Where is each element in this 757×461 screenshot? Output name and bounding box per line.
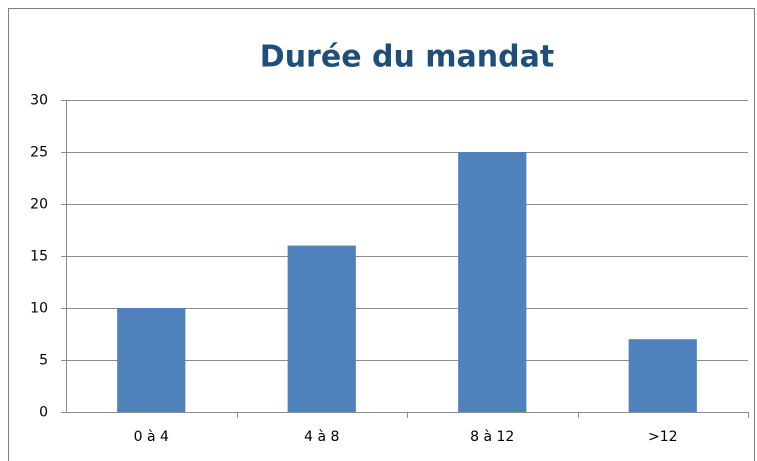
y-tick-label: 10 (30, 301, 48, 317)
y-tick-label: 5 (39, 353, 48, 369)
y-tick-label: 0 (39, 405, 48, 421)
y-tick-label: 25 (30, 145, 48, 161)
bar (628, 339, 697, 412)
x-tick-label: 4 à 8 (304, 429, 339, 445)
y-tick-label: 20 (30, 197, 48, 213)
x-tick-label: 0 à 4 (134, 429, 169, 445)
x-tick-label: >12 (648, 429, 678, 445)
y-tick-label: 15 (30, 249, 48, 265)
bar (117, 308, 186, 412)
bar (287, 245, 356, 412)
y-tick-label: 30 (30, 93, 48, 109)
chart-title: Durée du mandat (260, 40, 554, 75)
bar (458, 152, 527, 412)
x-tick-label: 8 à 12 (470, 429, 514, 445)
